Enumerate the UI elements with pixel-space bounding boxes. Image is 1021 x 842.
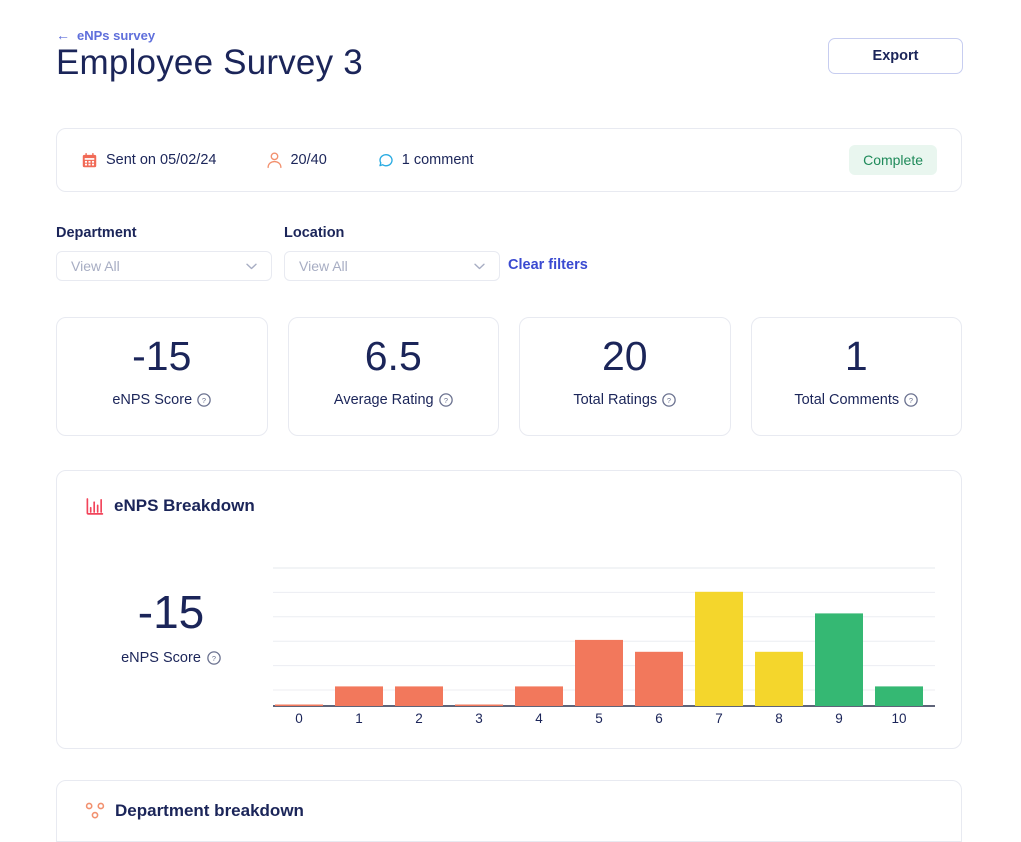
svg-text:3: 3 — [475, 711, 483, 726]
svg-text:?: ? — [202, 396, 206, 405]
svg-text:?: ? — [212, 654, 216, 663]
svg-text:6: 6 — [655, 711, 663, 726]
svg-text:1: 1 — [355, 711, 363, 726]
svg-text:4: 4 — [535, 711, 543, 726]
svg-text:9: 9 — [835, 711, 843, 726]
svg-text:7: 7 — [715, 711, 723, 726]
svg-text:?: ? — [444, 396, 448, 405]
svg-text:?: ? — [667, 396, 671, 405]
svg-text:?: ? — [909, 396, 913, 405]
svg-text:8: 8 — [775, 711, 783, 726]
svg-text:2: 2 — [415, 711, 423, 726]
svg-text:10: 10 — [891, 711, 906, 726]
svg-text:5: 5 — [595, 711, 603, 726]
svg-text:0: 0 — [295, 711, 303, 726]
